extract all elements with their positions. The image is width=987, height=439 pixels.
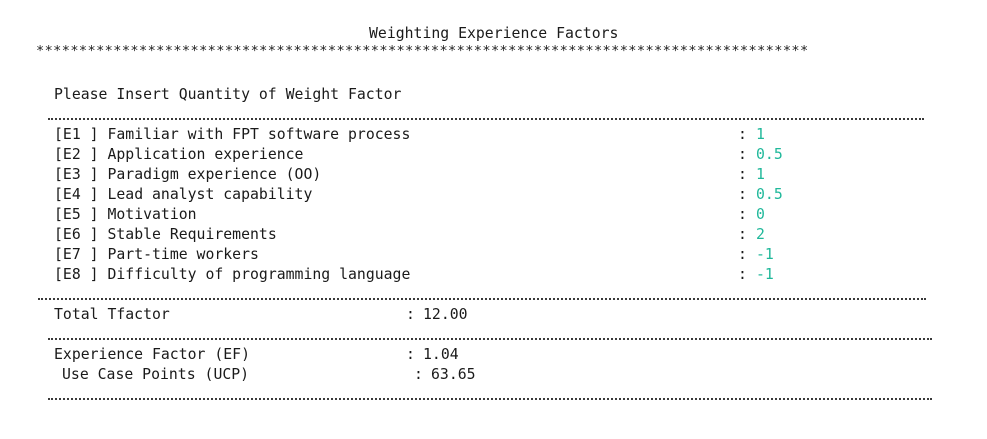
factor-name: Paradigm experience (OO) — [107, 166, 322, 183]
factor-item-e8-label: [E8 ] Difficulty of programming language — [54, 265, 410, 285]
factor-colon: : — [738, 246, 747, 263]
factor-code: [E7 ] — [54, 246, 99, 263]
star-separator: ****************************************… — [36, 43, 809, 59]
experience-factor-label: Experience Factor (EF) — [54, 346, 250, 363]
factor-colon: : — [738, 186, 747, 203]
factor-colon: : — [738, 166, 747, 183]
page-title: Weighting Experience Factors — [369, 25, 619, 42]
factor-item-e8-value: -1 — [756, 266, 774, 283]
factor-name: Difficulty of programming language — [107, 266, 411, 283]
factor-item-e2-label: [E2 ] Application experience — [54, 145, 303, 165]
use-case-points-value: 63.65 — [431, 366, 476, 383]
factor-name: Stable Requirements — [107, 226, 277, 243]
experience-factor-value: 1.04 — [423, 346, 459, 363]
factor-item-e3-value: 1 — [756, 166, 765, 183]
factor-code: [E2 ] — [54, 146, 99, 163]
dotted-divider-total — [48, 338, 932, 340]
factor-item-e3-label: [E3 ] Paradigm experience (OO) — [54, 165, 321, 185]
factor-name: Motivation — [107, 206, 197, 223]
factor-code: [E3 ] — [54, 166, 99, 183]
factor-colon: : — [738, 146, 747, 163]
factor-item-e6-label: [E6 ] Stable Requirements — [54, 225, 277, 245]
prompt-text: Please Insert Quantity of Weight Factor — [54, 86, 402, 103]
factor-name: Lead analyst capability — [107, 186, 313, 203]
dotted-divider-items — [38, 298, 926, 300]
factor-name: Familiar with FPT software process — [107, 126, 411, 143]
total-tfactor-label: Total Tfactor — [54, 306, 170, 323]
experience-factor-colon: : — [406, 346, 415, 363]
factor-code: [E8 ] — [54, 266, 99, 283]
factor-item-e4-value: 0.5 — [756, 186, 783, 203]
factor-colon: : — [738, 126, 747, 143]
factor-colon: : — [738, 226, 747, 243]
factor-code: [E4 ] — [54, 186, 99, 203]
use-case-points-label: Use Case Points (UCP) — [62, 366, 250, 383]
total-tfactor-colon: : — [406, 306, 415, 323]
use-case-points-colon: : — [414, 366, 423, 383]
factor-item-e1-label: [E1 ] Familiar with FPT software process — [54, 125, 410, 145]
factor-item-e5-label: [E5 ] Motivation — [54, 205, 197, 225]
factor-item-e7-value: -1 — [756, 246, 774, 263]
factor-item-e7-label: [E7 ] Part-time workers — [54, 245, 259, 265]
factor-colon: : — [738, 206, 747, 223]
dotted-divider-bottom — [48, 398, 932, 400]
factor-name: Application experience — [107, 146, 304, 163]
factor-item-e6-value: 2 — [756, 226, 765, 243]
total-tfactor-value: 12.00 — [423, 306, 468, 323]
factor-code: [E6 ] — [54, 226, 99, 243]
factor-code: [E1 ] — [54, 126, 99, 143]
factor-name: Part-time workers — [107, 246, 259, 263]
factor-colon: : — [738, 266, 747, 283]
factor-code: [E5 ] — [54, 206, 99, 223]
factor-item-e1-value: 1 — [756, 126, 765, 143]
factor-item-e5-value: 0 — [756, 206, 765, 223]
factor-item-e4-label: [E4 ] Lead analyst capability — [54, 185, 312, 205]
factor-item-e2-value: 0.5 — [756, 146, 783, 163]
dotted-divider-top — [48, 118, 924, 120]
